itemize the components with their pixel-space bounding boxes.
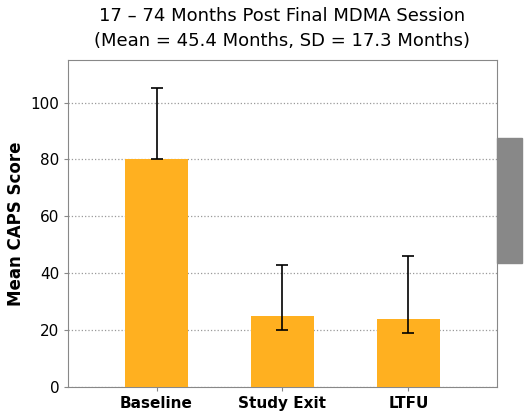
Y-axis label: Mean CAPS Score: Mean CAPS Score — [7, 141, 25, 306]
Bar — [125, 159, 188, 387]
Bar — [496, 138, 522, 263]
Title: 17 – 74 Months Post Final MDMA Session
(Mean = 45.4 Months, SD = 17.3 Months): 17 – 74 Months Post Final MDMA Session (… — [95, 7, 470, 50]
Bar — [377, 319, 440, 387]
Bar — [251, 316, 314, 387]
